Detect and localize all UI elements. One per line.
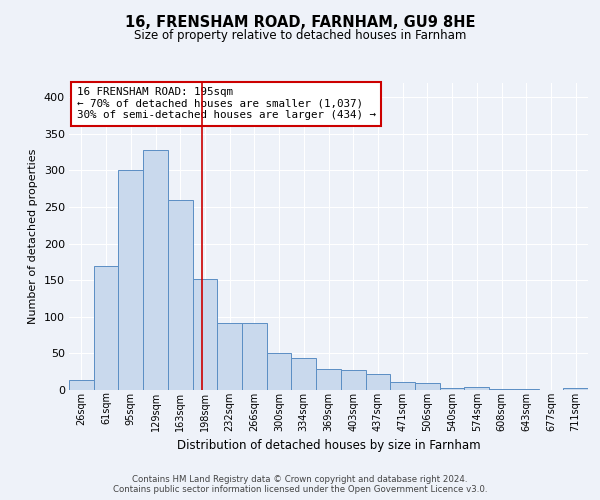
Bar: [217, 324, 242, 390]
Bar: [118, 170, 143, 390]
Bar: [242, 324, 267, 390]
Bar: [316, 369, 341, 390]
Bar: [440, 388, 464, 390]
Bar: [365, 374, 390, 390]
Bar: [94, 266, 118, 390]
Bar: [143, 150, 168, 390]
Bar: [464, 387, 489, 390]
Text: Contains HM Land Registry data © Crown copyright and database right 2024.
Contai: Contains HM Land Registry data © Crown c…: [113, 474, 487, 494]
Bar: [168, 200, 193, 390]
Text: 16, FRENSHAM ROAD, FARNHAM, GU9 8HE: 16, FRENSHAM ROAD, FARNHAM, GU9 8HE: [125, 15, 475, 30]
X-axis label: Distribution of detached houses by size in Farnham: Distribution of detached houses by size …: [176, 439, 481, 452]
Text: 16 FRENSHAM ROAD: 195sqm
← 70% of detached houses are smaller (1,037)
30% of sem: 16 FRENSHAM ROAD: 195sqm ← 70% of detach…: [77, 87, 376, 120]
Bar: [563, 388, 588, 390]
Bar: [69, 380, 94, 390]
Bar: [267, 354, 292, 390]
Text: Size of property relative to detached houses in Farnham: Size of property relative to detached ho…: [134, 30, 466, 43]
Bar: [415, 382, 440, 390]
Bar: [341, 370, 365, 390]
Bar: [292, 358, 316, 390]
Bar: [193, 278, 217, 390]
Bar: [390, 382, 415, 390]
Y-axis label: Number of detached properties: Number of detached properties: [28, 148, 38, 324]
